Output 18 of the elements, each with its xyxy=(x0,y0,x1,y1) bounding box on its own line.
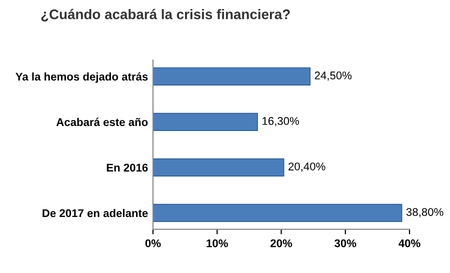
x-tick-label: 30% xyxy=(334,239,356,248)
bar xyxy=(153,112,258,131)
x-tick-label: 10% xyxy=(206,239,228,248)
y-tick-label: Ya la hemos dejado atrás xyxy=(16,72,148,83)
data-label: 24,50% xyxy=(314,72,352,81)
bar xyxy=(153,67,311,86)
data-label: 16,30% xyxy=(262,117,299,126)
x-tick-label: 0% xyxy=(145,239,161,248)
x-tick-label: 40% xyxy=(398,239,420,248)
data-label: 38,80% xyxy=(406,208,444,218)
chart-title: ¿Cuándo acabará la crisis financiera? xyxy=(41,8,290,22)
y-tick-label: Acabará este año xyxy=(56,118,148,126)
y-tick-label: De 2017 en adelante xyxy=(42,208,148,218)
bar xyxy=(153,204,402,222)
x-tick-label: 20% xyxy=(270,239,292,248)
bar xyxy=(153,158,284,177)
y-tick-label: En 2016 xyxy=(106,164,148,172)
data-label: 20,40% xyxy=(288,162,326,172)
